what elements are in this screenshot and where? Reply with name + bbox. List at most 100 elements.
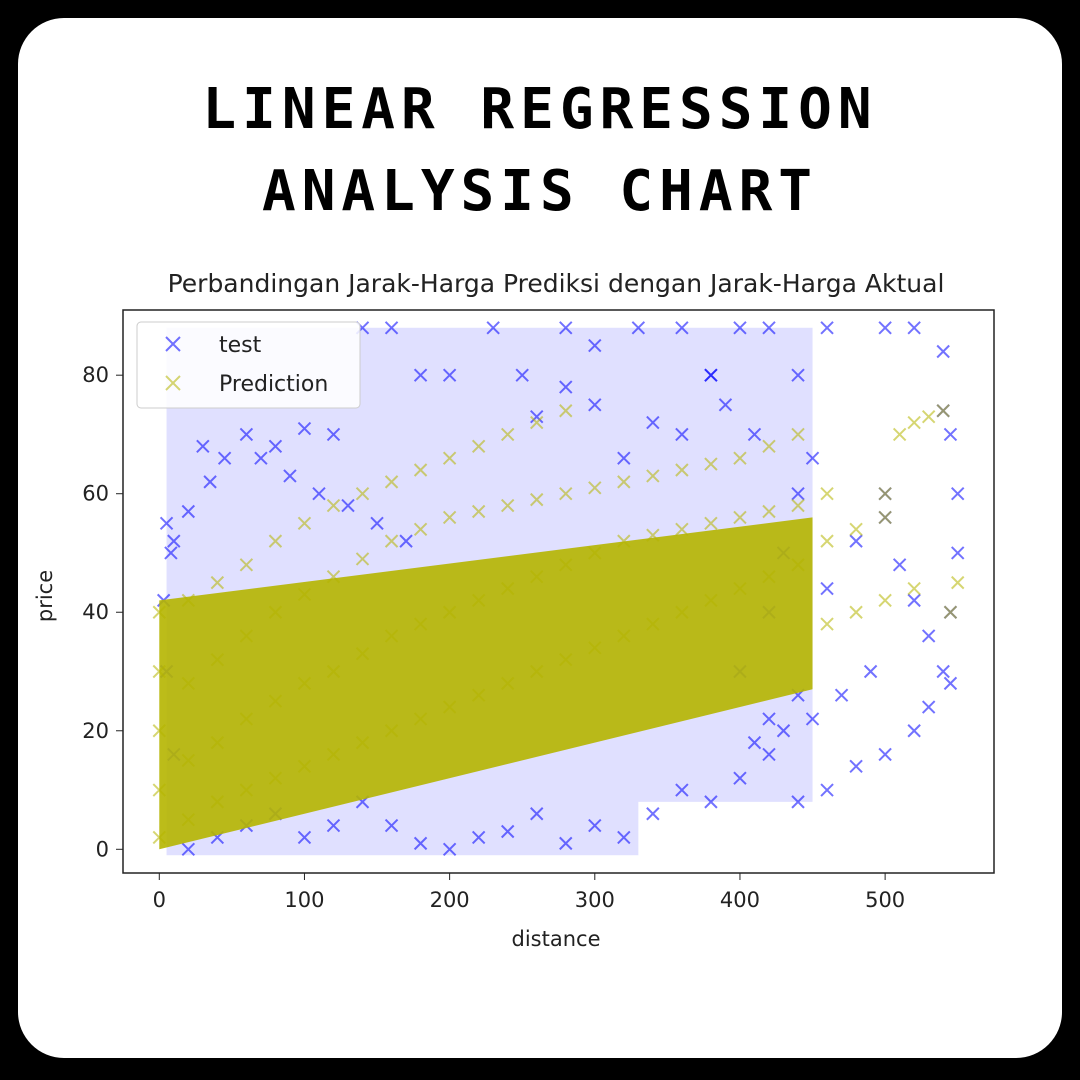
data-point bbox=[181, 676, 196, 691]
data-point bbox=[559, 321, 573, 335]
data-point bbox=[515, 368, 529, 382]
data-point bbox=[181, 842, 196, 857]
legend-marker-1 bbox=[165, 375, 181, 391]
data-point bbox=[210, 795, 225, 809]
data-point bbox=[181, 753, 196, 768]
x-tick-label: 0 bbox=[153, 888, 166, 912]
data-point bbox=[675, 427, 689, 442]
data-point bbox=[907, 415, 921, 430]
data-point bbox=[399, 534, 413, 548]
data-point bbox=[326, 569, 341, 584]
data-point bbox=[217, 451, 232, 465]
data-point bbox=[617, 534, 631, 548]
data-point bbox=[268, 694, 283, 708]
data-point bbox=[471, 830, 486, 845]
data-point bbox=[559, 836, 573, 851]
data-point bbox=[849, 759, 863, 774]
data-point bbox=[718, 398, 733, 412]
data-point bbox=[791, 368, 805, 382]
data-point bbox=[196, 439, 210, 454]
data-point bbox=[820, 783, 834, 797]
data-point bbox=[892, 427, 907, 442]
data-point bbox=[733, 581, 747, 596]
data-point bbox=[776, 724, 791, 738]
x-axis-label: distance bbox=[512, 927, 601, 951]
data-point bbox=[791, 795, 805, 809]
data-point bbox=[820, 534, 834, 548]
data-point bbox=[617, 830, 631, 845]
data-point bbox=[951, 487, 965, 501]
data-point bbox=[936, 404, 950, 418]
data-point bbox=[355, 487, 370, 501]
data-point bbox=[921, 629, 936, 643]
data-point bbox=[210, 575, 225, 590]
legend-label: Prediction bbox=[219, 372, 328, 397]
data-point bbox=[442, 510, 457, 525]
data-point bbox=[943, 427, 958, 442]
y-tick-label: 60 bbox=[82, 482, 109, 506]
data-point bbox=[791, 427, 805, 442]
data-point bbox=[921, 409, 936, 424]
data-point bbox=[384, 321, 399, 335]
data-point bbox=[849, 534, 863, 548]
data-point bbox=[442, 605, 457, 619]
data-point bbox=[849, 605, 863, 619]
data-point bbox=[500, 581, 515, 596]
data-point bbox=[384, 724, 399, 738]
data-point bbox=[907, 321, 921, 335]
data-point bbox=[239, 558, 254, 572]
data-point bbox=[471, 688, 486, 702]
data-point bbox=[820, 617, 834, 631]
data-point bbox=[239, 427, 254, 442]
data-point bbox=[617, 629, 631, 643]
data-point bbox=[500, 498, 515, 513]
data-point bbox=[297, 516, 312, 531]
data-point bbox=[167, 534, 181, 548]
legend-label: test bbox=[219, 333, 262, 358]
x-tick-label: 300 bbox=[575, 888, 615, 912]
data-point bbox=[152, 664, 166, 679]
data-point bbox=[471, 439, 486, 454]
data-point bbox=[747, 735, 762, 750]
data-point bbox=[384, 818, 399, 833]
series-1 bbox=[152, 404, 965, 845]
data-point bbox=[312, 487, 326, 501]
data-point bbox=[588, 818, 602, 833]
data-point bbox=[762, 569, 776, 584]
data-point bbox=[500, 676, 515, 691]
data-point bbox=[268, 439, 283, 454]
data-point bbox=[762, 321, 776, 335]
data-point bbox=[878, 510, 892, 525]
card-frame bbox=[18, 18, 1062, 1058]
x-tick-label: 500 bbox=[865, 888, 905, 912]
data-point bbox=[355, 552, 370, 566]
data-point bbox=[646, 415, 660, 430]
y-tick-label: 20 bbox=[82, 719, 109, 743]
data-point bbox=[413, 836, 428, 851]
data-point bbox=[733, 771, 747, 785]
data-point bbox=[471, 504, 486, 519]
data-point bbox=[442, 368, 457, 382]
data-point bbox=[646, 617, 660, 631]
data-point bbox=[530, 409, 544, 424]
data-point bbox=[762, 439, 776, 454]
data-point bbox=[384, 475, 399, 489]
data-point bbox=[530, 415, 544, 430]
data-point bbox=[181, 593, 196, 608]
data-point bbox=[471, 593, 486, 608]
data-point bbox=[370, 516, 384, 531]
data-point bbox=[805, 451, 820, 465]
data-point bbox=[936, 664, 950, 679]
data-point bbox=[181, 504, 196, 519]
y-axis-label: price bbox=[33, 570, 57, 622]
data-point bbox=[704, 516, 718, 531]
data-point bbox=[326, 747, 341, 762]
data-point bbox=[878, 321, 892, 335]
data-point bbox=[791, 498, 805, 513]
prediction-density-band bbox=[159, 517, 813, 850]
data-point bbox=[210, 735, 225, 750]
data-point bbox=[820, 487, 834, 501]
data-point bbox=[239, 712, 254, 726]
data-point bbox=[733, 451, 747, 465]
